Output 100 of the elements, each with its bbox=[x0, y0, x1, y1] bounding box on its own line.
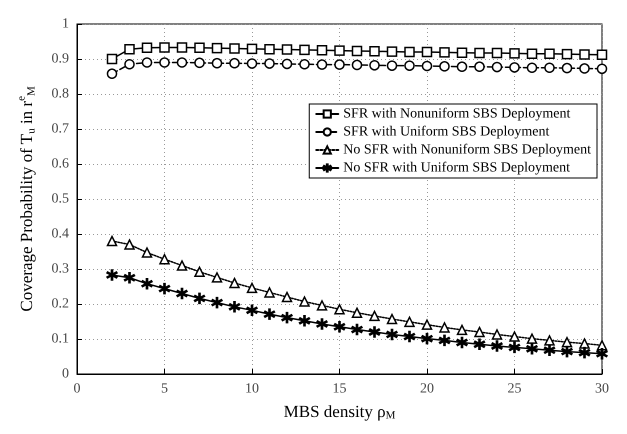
point bbox=[316, 300, 328, 311]
point bbox=[229, 278, 240, 288]
point bbox=[596, 348, 608, 360]
point bbox=[438, 334, 450, 346]
point bbox=[544, 48, 555, 59]
point bbox=[212, 272, 222, 283]
x-tick-label: 30 bbox=[595, 382, 609, 396]
point bbox=[352, 46, 362, 56]
point bbox=[439, 61, 450, 72]
point bbox=[456, 61, 468, 72]
point bbox=[368, 326, 380, 338]
point bbox=[212, 58, 222, 68]
point bbox=[422, 60, 432, 72]
point bbox=[246, 44, 258, 54]
point bbox=[334, 59, 345, 70]
point bbox=[124, 272, 136, 284]
point bbox=[456, 324, 468, 336]
point bbox=[456, 47, 468, 58]
point bbox=[124, 59, 135, 70]
point bbox=[334, 304, 345, 314]
point bbox=[264, 58, 275, 69]
point bbox=[264, 44, 275, 54]
legend-label: SFR with Nonuniform SBS Deployment bbox=[343, 106, 570, 122]
point bbox=[404, 60, 415, 71]
point bbox=[422, 46, 432, 58]
point bbox=[246, 58, 258, 69]
point bbox=[352, 60, 362, 70]
point bbox=[526, 48, 538, 59]
point bbox=[246, 282, 258, 294]
point bbox=[369, 46, 380, 57]
point bbox=[544, 335, 555, 346]
y-tick-label: 0.8 bbox=[52, 86, 69, 102]
point bbox=[142, 247, 152, 258]
point bbox=[474, 326, 485, 338]
point bbox=[544, 62, 555, 73]
y-axis-title: Coverage Probability of Tu in reM bbox=[16, 86, 38, 312]
point bbox=[194, 58, 205, 68]
point bbox=[299, 44, 310, 56]
point bbox=[439, 322, 450, 333]
point bbox=[421, 332, 433, 344]
point bbox=[386, 60, 398, 71]
y-tick-label: 0 bbox=[62, 366, 69, 382]
point bbox=[386, 314, 398, 324]
point bbox=[562, 336, 572, 348]
point bbox=[106, 236, 118, 246]
point bbox=[562, 62, 572, 74]
point bbox=[229, 43, 240, 54]
point bbox=[492, 329, 502, 340]
y-tick-label: 1 bbox=[62, 16, 69, 32]
point bbox=[369, 60, 380, 71]
point bbox=[404, 46, 415, 58]
point bbox=[228, 301, 240, 313]
point bbox=[491, 340, 503, 352]
point bbox=[159, 254, 170, 264]
point bbox=[316, 318, 328, 330]
point bbox=[298, 315, 310, 327]
point bbox=[334, 45, 345, 56]
point bbox=[212, 42, 222, 54]
point bbox=[544, 344, 556, 356]
y-tick-label: 0.5 bbox=[52, 192, 69, 206]
point bbox=[141, 278, 153, 290]
point bbox=[246, 304, 258, 316]
point bbox=[492, 48, 502, 58]
point bbox=[456, 336, 468, 348]
point bbox=[404, 316, 415, 328]
point bbox=[509, 331, 520, 342]
point bbox=[351, 324, 363, 336]
point bbox=[106, 269, 118, 281]
point bbox=[561, 346, 573, 358]
y-tick-label: 0.9 bbox=[52, 52, 69, 66]
point bbox=[194, 42, 205, 54]
point bbox=[282, 292, 292, 302]
point bbox=[299, 59, 310, 70]
point bbox=[579, 49, 590, 60]
point bbox=[509, 62, 520, 73]
legend-label: No SFR with Nonuniform SBS Deployment bbox=[343, 142, 592, 158]
point bbox=[106, 54, 118, 64]
point bbox=[158, 282, 170, 294]
y-tick-label: 0.3 bbox=[52, 262, 69, 276]
point bbox=[124, 239, 135, 250]
point bbox=[526, 333, 538, 344]
point bbox=[562, 48, 572, 60]
point bbox=[474, 338, 486, 350]
point bbox=[176, 42, 188, 53]
point bbox=[229, 58, 240, 68]
point bbox=[422, 319, 432, 330]
point bbox=[299, 296, 310, 307]
point bbox=[386, 328, 398, 340]
point bbox=[352, 308, 362, 318]
point bbox=[526, 62, 538, 73]
y-tick-label: 0.4 bbox=[52, 226, 69, 242]
point bbox=[159, 42, 170, 53]
point bbox=[194, 266, 205, 278]
point bbox=[124, 44, 135, 54]
point bbox=[492, 62, 502, 72]
point bbox=[316, 59, 328, 70]
point bbox=[282, 58, 292, 70]
point bbox=[281, 312, 293, 324]
legend-label: SFR with Uniform SBS Deployment bbox=[343, 124, 550, 140]
x-tick-label: 25 bbox=[508, 382, 522, 396]
